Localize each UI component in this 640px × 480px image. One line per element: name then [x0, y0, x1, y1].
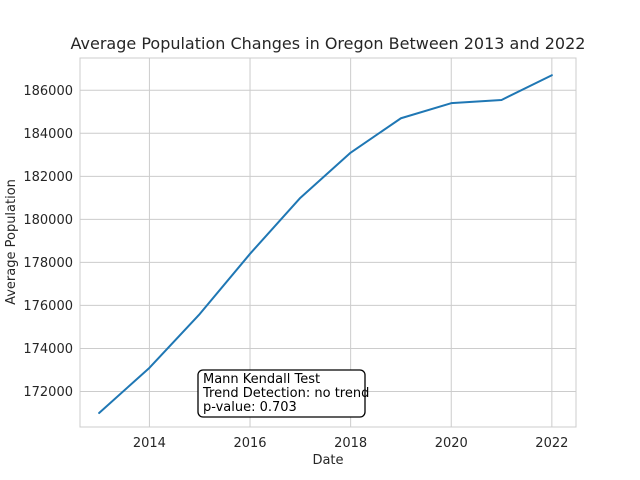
x-tick-label-2022: 2022 [535, 436, 568, 451]
y-tick-label-174000: 174000 [23, 342, 73, 357]
y-tick-label-180000: 180000 [23, 213, 73, 228]
x-tick-label-2018: 2018 [334, 436, 367, 451]
y-tick-labels: 172000 174000 176000 178000 180000 182000 1840… [23, 84, 73, 400]
x-tick-label-2020: 2020 [435, 436, 468, 451]
series-lines [98, 74, 553, 415]
annotation-line-p-value: p-value: 0.703 [203, 400, 297, 415]
y-tick-label-186000: 186000 [23, 84, 73, 99]
annotation-box [197, 369, 366, 418]
plot-area [79, 57, 577, 428]
series-line-0 [98, 74, 553, 415]
y-tick-label-172000: 172000 [23, 385, 73, 400]
x-tick-label-2016: 2016 [233, 436, 266, 451]
x-axis-label: Date [312, 453, 343, 468]
y-tick-label-178000: 178000 [23, 256, 73, 271]
x-tick-labels: 2014 2016 2018 2020 2022 [133, 436, 569, 451]
x-tick-label-2014: 2014 [133, 436, 166, 451]
chart-title: Average Population Changes in Oregon Bet… [71, 34, 586, 53]
y-tick-label-184000: 184000 [23, 127, 73, 142]
y-axis-label: Average Population [4, 179, 19, 305]
y-tick-label-182000: 182000 [23, 170, 73, 185]
mann-kendall-annotation: Mann Kendall Test Trend Detection: no tr… [197, 369, 369, 418]
y-tick-label-176000: 176000 [23, 299, 73, 314]
annotation-line-test-name: Mann Kendall Test [203, 372, 320, 387]
annotation-line-trend: Trend Detection: no trend [202, 386, 369, 401]
